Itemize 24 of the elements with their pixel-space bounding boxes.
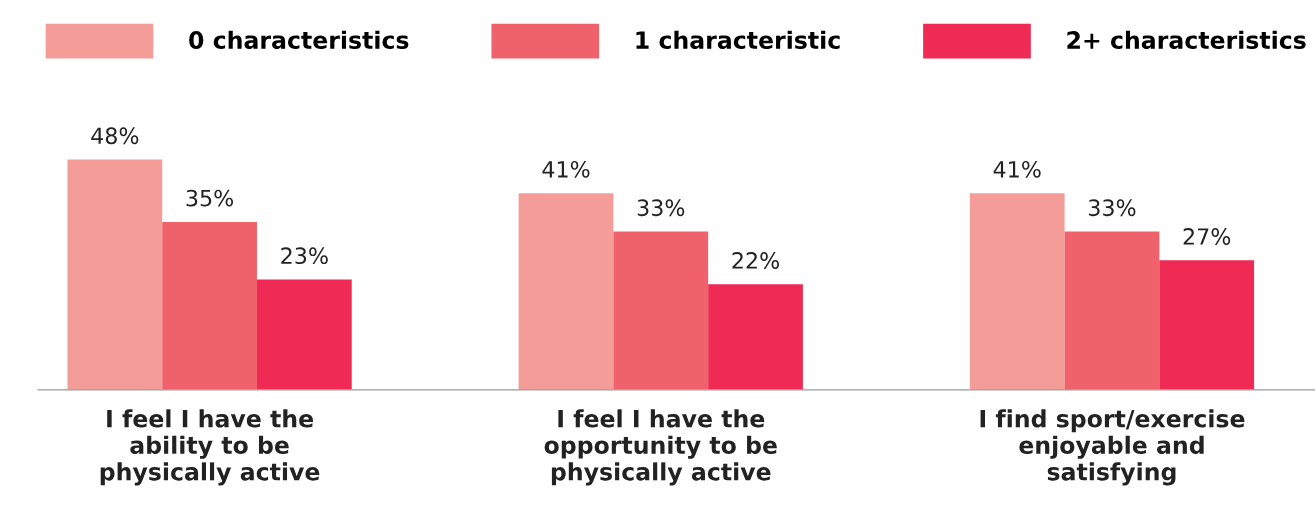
data-label: 48% — [91, 127, 139, 145]
bar — [518, 193, 614, 390]
data-label: 41% — [993, 160, 1041, 178]
bar — [1064, 231, 1160, 390]
legend-label: 2+ characteristics — [1067, 30, 1306, 49]
x-tick-label: I find sport/exercise enjoyable and satisfying — [980, 409, 1245, 486]
data-label: 23% — [281, 247, 328, 265]
bar — [969, 193, 1065, 390]
data-label: 22% — [732, 252, 779, 269]
bar — [67, 159, 163, 390]
data-label: 35% — [186, 189, 234, 207]
bar — [1159, 260, 1255, 390]
x-tick-label: I feel I have the opportunity to be physically active — [544, 409, 777, 486]
bar — [256, 279, 352, 390]
x-tick-label: I feel I have the ability to be physically active — [100, 409, 320, 486]
data-label: 27% — [1183, 228, 1231, 245]
legend-label: 1 characteristic — [636, 30, 840, 49]
data-label: 33% — [1088, 199, 1136, 217]
bar — [708, 284, 803, 390]
legend-label: 0 characteristics — [189, 30, 409, 49]
data-label: 41% — [542, 160, 590, 178]
data-label: 33% — [637, 199, 685, 217]
bar — [162, 221, 257, 390]
bar — [613, 231, 709, 390]
